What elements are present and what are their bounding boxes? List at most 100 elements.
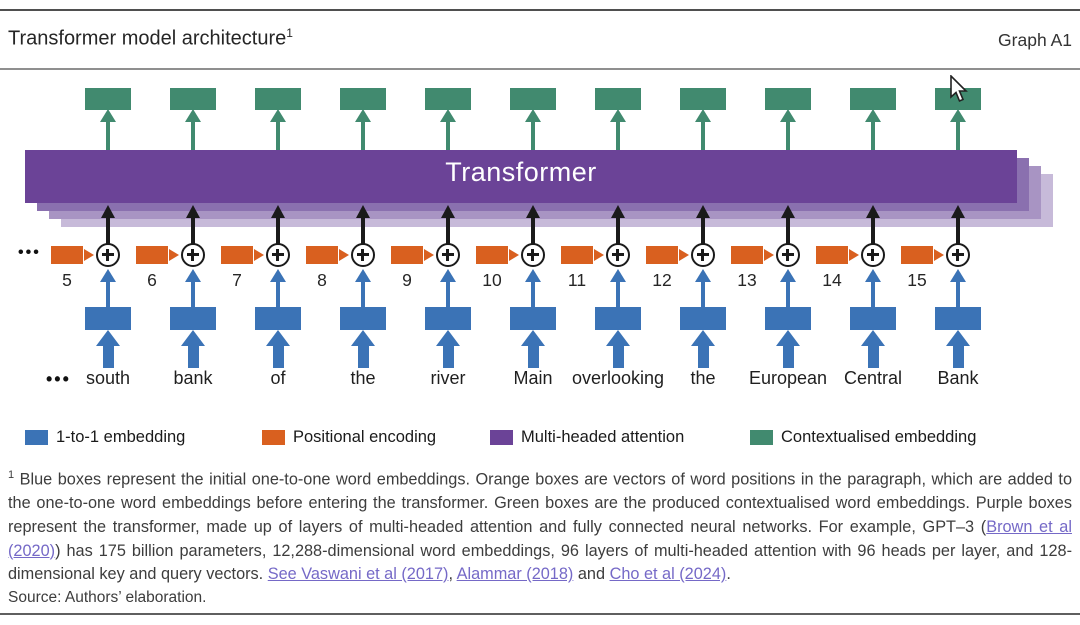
word-arrow-head-icon xyxy=(945,330,970,346)
word-arrow-head-icon xyxy=(95,330,120,346)
word-label: overlooking xyxy=(571,368,665,388)
green-arrow-line xyxy=(276,121,280,150)
position-number: 13 xyxy=(737,270,757,290)
green-arrow-head-icon xyxy=(100,109,116,122)
plus-vertical-bar xyxy=(361,248,364,261)
contextualised-embedding-box xyxy=(680,88,726,110)
positional-ellipsis: ••• xyxy=(18,244,41,261)
footnote-link-see-vaswani-et-al-2017[interactable]: See Vaswani et al (2017) xyxy=(267,565,449,584)
word-arrow-head-icon xyxy=(605,330,630,346)
token-column: 12 the xyxy=(643,88,763,400)
token-column: 14 Central xyxy=(813,88,933,400)
black-arrow-line xyxy=(276,217,280,245)
one-to-one-embedding-box xyxy=(510,307,556,330)
green-arrow-head-icon xyxy=(950,109,966,122)
add-operator-icon xyxy=(351,243,375,267)
green-arrow-line xyxy=(956,121,960,150)
orange-arrow-head-icon xyxy=(84,249,94,261)
green-arrow-head-icon xyxy=(610,109,626,122)
black-arrow-head-icon xyxy=(780,205,795,218)
word-label: European xyxy=(748,368,828,388)
add-operator-icon xyxy=(96,243,120,267)
word-arrow-head-icon xyxy=(265,330,290,346)
blue-arrow-head-icon xyxy=(864,269,881,282)
plus-vertical-bar xyxy=(276,248,279,261)
black-arrow-head-icon xyxy=(440,205,455,218)
word-label: the xyxy=(690,368,716,388)
black-arrow-line xyxy=(786,217,790,245)
blue-arrow-line xyxy=(106,280,110,307)
add-operator-icon xyxy=(521,243,545,267)
legend-item: Multi-headed attention xyxy=(490,428,684,447)
add-operator-icon xyxy=(606,243,630,267)
contextualised-embedding-box xyxy=(255,88,301,110)
blue-arrow-head-icon xyxy=(269,269,286,282)
green-arrow-head-icon xyxy=(525,109,541,122)
plus-vertical-bar xyxy=(191,248,194,261)
add-operator-icon xyxy=(691,243,715,267)
blue-arrow-head-icon xyxy=(354,269,371,282)
positional-encoding-box xyxy=(731,246,763,264)
blue-arrow-head-icon xyxy=(779,269,796,282)
orange-arrow-head-icon xyxy=(764,249,774,261)
green-arrow-head-icon xyxy=(270,109,286,122)
positional-encoding-box xyxy=(901,246,933,264)
orange-arrow-head-icon xyxy=(679,249,689,261)
plus-vertical-bar xyxy=(956,248,959,261)
black-arrow-line xyxy=(871,217,875,245)
position-number: 12 xyxy=(652,270,672,290)
orange-arrow-head-icon xyxy=(849,249,859,261)
green-arrow-line xyxy=(361,121,365,150)
positional-encoding-box xyxy=(136,246,168,264)
blue-arrow-line xyxy=(871,280,875,307)
footnote-link-brown-et-al-2020[interactable]: Brown et al (2020) xyxy=(8,517,1072,560)
positional-encoding-box xyxy=(561,246,593,264)
words-ellipsis: ••• xyxy=(46,369,71,389)
footnote-link-cho-et-al-2024[interactable]: Cho et al (2024) xyxy=(609,565,727,584)
token-column: 10 Main xyxy=(473,88,593,400)
footnote-text: . xyxy=(726,565,731,584)
green-arrow-head-icon xyxy=(185,109,201,122)
blue-arrow-line xyxy=(361,280,365,307)
black-arrow-line xyxy=(701,217,705,245)
footnote-link-alammar-2018[interactable]: Alammar (2018) xyxy=(456,565,574,584)
position-number: 11 xyxy=(567,270,587,290)
page-title-text: Transformer model architecture xyxy=(8,27,287,50)
black-arrow-head-icon xyxy=(270,205,285,218)
bottom-rule xyxy=(0,613,1080,615)
blue-arrow-head-icon xyxy=(609,269,626,282)
word-arrow-tail xyxy=(442,344,454,368)
footnote-body: Blue boxes represent the initial one-to-… xyxy=(8,470,1072,583)
graph-number-label: Graph A1 xyxy=(998,30,1072,50)
position-number: 5 xyxy=(62,270,72,290)
page-title: Transformer model architecture1 xyxy=(8,26,293,51)
word-arrow-head-icon xyxy=(520,330,545,346)
orange-arrow-head-icon xyxy=(254,249,264,261)
footnote-marker: 1 xyxy=(8,469,15,481)
contextualised-embedding-box xyxy=(765,88,811,110)
transformer-box xyxy=(25,150,1017,203)
position-number: 8 xyxy=(317,270,327,290)
black-arrow-line xyxy=(446,217,450,245)
blue-arrow-head-icon xyxy=(439,269,456,282)
green-arrow-line xyxy=(786,121,790,150)
word-label: south xyxy=(85,368,131,388)
footnote: 1 Blue boxes represent the initial one-t… xyxy=(8,464,1072,587)
orange-arrow-head-icon xyxy=(934,249,944,261)
one-to-one-embedding-box xyxy=(935,307,981,330)
orange-arrow-head-icon xyxy=(424,249,434,261)
position-number: 14 xyxy=(822,270,842,290)
position-number: 9 xyxy=(402,270,412,290)
black-arrow-head-icon xyxy=(355,205,370,218)
green-arrow-line xyxy=(191,121,195,150)
contextualised-embedding-box xyxy=(340,88,386,110)
word-arrow-tail xyxy=(187,344,199,368)
word-label: bank xyxy=(173,368,213,388)
word-arrow-head-icon xyxy=(860,330,885,346)
title-footnote-marker: 1 xyxy=(286,26,293,40)
word-arrow-head-icon xyxy=(180,330,205,346)
word-arrow-tail xyxy=(782,344,794,368)
word-arrow-tail xyxy=(357,344,369,368)
contextualised-embedding-box xyxy=(850,88,896,110)
